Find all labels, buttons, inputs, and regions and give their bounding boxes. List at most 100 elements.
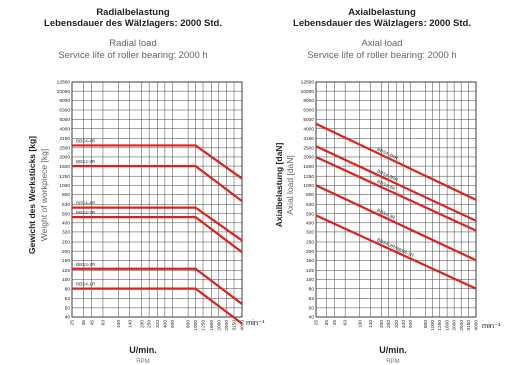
right-x-tick-label: 2500	[459, 320, 465, 331]
right-y-tick-label: 320	[306, 230, 314, 236]
left-y-tick-label: 8000	[59, 98, 70, 104]
right-x-tick-label: 63	[343, 320, 349, 326]
left-y-axis-label: Gewicht des Werkstücks [kg]	[27, 136, 37, 254]
right-chart-subtitle-en: Service life of roller bearing: 2000 h	[307, 50, 456, 61]
right-x-tick-label: 1600	[445, 320, 451, 331]
right-series-line	[315, 214, 477, 290]
left-series-label: BBS4-4R	[76, 138, 96, 143]
left-series-label: BBS4-3R	[76, 159, 96, 164]
right-x-tick-label: 400	[401, 320, 407, 328]
left-y-tick-label: 500	[62, 211, 70, 217]
left-series-line	[72, 267, 243, 305]
right-x-axis-label-en: RPM	[386, 359, 399, 365]
right-series-line	[315, 155, 477, 232]
right-y-tick-label: 2500	[303, 146, 314, 152]
left-x-tick-label: 63	[101, 320, 107, 326]
left-y-tick-label: 160	[62, 258, 70, 264]
right-y-axis-label-en: Axial load [daN]	[285, 155, 295, 215]
right-y-axis-label: Axialbelastung [daN]	[274, 143, 284, 228]
left-y-tick-label: 4000	[59, 126, 70, 132]
left-x-tick-label: 200	[139, 320, 145, 328]
right-series-line	[315, 122, 477, 201]
right-x-tick-label: 1250	[437, 320, 443, 331]
left-chart-title-en: Radial load	[109, 38, 157, 49]
right-y-tick-label: 500	[306, 211, 314, 217]
left-y-tick-label: 630	[62, 202, 70, 208]
left-x-axis-unit: min⁻¹	[246, 318, 265, 327]
left-x-axis-label: U/min.	[129, 345, 157, 355]
left-y-tick-label: 320	[62, 230, 70, 236]
right-y-tick-label: 200	[306, 249, 314, 255]
right-series-line	[315, 145, 477, 222]
left-x-tick-label: 1250	[201, 320, 207, 331]
left-series-line	[72, 287, 243, 325]
right-y-tick-label: 1600	[303, 164, 314, 170]
left-x-tick-label: 1000	[193, 320, 199, 331]
left-x-tick-label: 1600	[209, 320, 215, 331]
left-y-tick-label: 6300	[59, 108, 70, 114]
left-series-label: BBS4-2R	[76, 262, 96, 267]
left-series-line	[72, 215, 243, 254]
left-y-tick-label: 1250	[59, 174, 70, 180]
right-chart-subtitle: Lebensdauer des Wälzlagers: 2000 Std.	[293, 18, 471, 29]
left-y-tick-label: 5000	[59, 117, 70, 123]
left-y-tick-label: 100	[62, 277, 70, 283]
left-y-tick-label: 80	[65, 286, 71, 292]
right-y-tick-label: 1000	[303, 183, 314, 189]
right-x-tick-label: 200	[379, 320, 385, 328]
left-chart-subtitle-en: Service life of roller bearing: 2000 h	[58, 50, 207, 61]
right-y-tick-label: 125	[306, 268, 314, 274]
right-chart-title: Axialbelastung	[348, 7, 416, 18]
left-x-tick-label: 4000	[240, 320, 246, 331]
radial-load-plot: 25 35 45 63 100 140 200 250 320 400 500 800 1000 1250…	[57, 80, 246, 331]
right-chart-title-en: Axial load	[361, 38, 402, 49]
right-y-tick-label: 3150	[303, 136, 314, 142]
left-y-tick-label: 1600	[59, 164, 70, 170]
right-y-tick-label: 8000	[303, 98, 314, 104]
left-x-tick-label: 100	[116, 320, 122, 328]
left-x-tick-label: 25	[70, 320, 76, 326]
right-x-tick-label: 100	[357, 320, 363, 328]
left-y-tick-label: 50	[65, 306, 71, 312]
right-x-axis-unit: min⁻¹	[482, 321, 501, 330]
right-y-tick-label: 400	[306, 221, 314, 227]
left-y-axis-label-en: Weight of workpiece [kg]	[39, 149, 49, 241]
left-x-tick-label: 2000	[216, 320, 222, 331]
left-y-tick-label: 125	[62, 268, 70, 274]
axial-load-plot: 25 35 45 63 100 140 200 250 320 400 500 800 1000 1250…	[301, 80, 480, 331]
left-series-line	[72, 165, 243, 202]
right-x-tick-label: 140	[368, 320, 374, 328]
right-x-tick-label: 2000	[452, 320, 458, 331]
right-x-tick-label: 500	[408, 320, 414, 328]
left-plot-frame	[71, 81, 243, 318]
right-y-tick-label: 100	[306, 277, 314, 283]
right-x-tick-label: 320	[394, 320, 400, 328]
right-y-tick-label: 5000	[303, 117, 314, 123]
left-x-tick-label: 320	[155, 320, 161, 328]
left-y-tick-label: 2000	[59, 155, 70, 161]
left-x-tick-label: 35	[81, 320, 87, 326]
left-y-tick-label: 250	[62, 240, 70, 246]
right-plot-frame	[315, 81, 477, 318]
left-series-line	[72, 144, 243, 180]
right-y-tick-label: 12500	[301, 80, 315, 86]
right-x-tick-label: 45	[332, 320, 338, 326]
right-series-line	[315, 184, 477, 262]
left-y-tick-label: 3150	[59, 136, 70, 142]
right-y-tick-label: 50	[309, 306, 315, 312]
left-x-tick-label: 400	[162, 320, 168, 328]
right-x-tick-label: 1000	[430, 320, 436, 331]
left-y-tick-label: 40	[65, 315, 71, 321]
left-y-tick-label: 200	[62, 249, 70, 255]
left-y-tick-label: 1000	[59, 183, 70, 189]
left-x-axis-label-en: RPM	[136, 359, 149, 365]
right-y-tick-label: 1250	[303, 174, 314, 180]
left-x-tick-label: 500	[170, 320, 176, 328]
left-y-tick-label: 10000	[57, 89, 71, 95]
right-y-tick-label: 80	[309, 286, 315, 292]
left-y-tick-label: 63	[65, 296, 71, 302]
right-y-tick-label: 6300	[303, 108, 314, 114]
left-chart-title: Radialbelastung	[96, 7, 170, 18]
right-x-tick-label: 25	[314, 320, 320, 326]
